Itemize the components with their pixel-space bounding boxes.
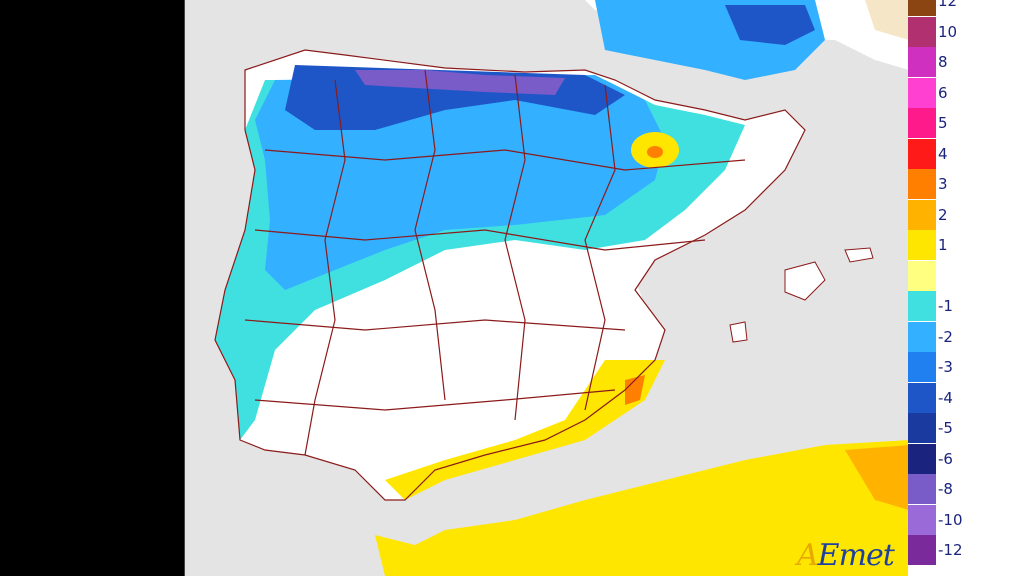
africa-orange	[845, 445, 909, 510]
legend-swatch	[908, 535, 936, 565]
legend-swatch	[908, 291, 936, 321]
legend-label: -6	[938, 449, 953, 468]
legend-label: -4	[938, 388, 953, 407]
legend-row: 10	[908, 16, 1024, 47]
legend-label: 3	[938, 175, 948, 193]
legend-row: -3	[908, 352, 1024, 382]
legend-row: -4	[908, 382, 1024, 413]
legend-swatch	[908, 443, 936, 474]
legend-swatch	[908, 77, 936, 108]
legend-label: -3	[938, 358, 953, 376]
legend-swatch	[908, 504, 936, 535]
legend-swatch	[908, 138, 936, 169]
legend-swatch	[908, 47, 936, 77]
legend-label: -8	[938, 480, 953, 498]
africa-land	[375, 440, 909, 576]
yellow-coast-zone	[385, 360, 665, 500]
legend-label: 10	[938, 22, 958, 41]
province-borders	[214, 49, 806, 501]
legend-row: -6	[908, 443, 1024, 474]
legend-label: -5	[938, 419, 953, 437]
legend-swatch	[908, 199, 936, 230]
aemet-logo: AEmet	[797, 538, 895, 573]
legend-swatch	[908, 474, 936, 504]
legend-label: -10	[938, 510, 963, 529]
legend-swatch	[908, 230, 936, 260]
map-frame: AEmet	[184, 0, 909, 576]
legend-swatch	[908, 321, 936, 352]
orange-murcia-zone	[625, 375, 645, 405]
legend-row: -1	[908, 291, 1024, 321]
legend-row: 3	[908, 169, 1024, 199]
temperature-change-map	[214, 0, 909, 576]
legend-swatch	[908, 108, 936, 138]
aragon-hot-spot	[647, 146, 663, 158]
legend-swatch	[908, 260, 936, 291]
france-corner-tan	[865, 0, 909, 40]
legend-label: 6	[938, 83, 948, 102]
legend-row: 5	[908, 108, 1024, 138]
legend-label: -2	[938, 327, 953, 346]
menorca	[844, 247, 874, 263]
legend-swatch	[908, 169, 936, 199]
biscay-dark-zone	[725, 5, 815, 45]
color-scale-legend: 12 10 8 6 5 4 3 2 1 -1 -2 -3 -4 -5 -6 -8 -10 -12	[908, 0, 1024, 576]
ibiza	[729, 321, 748, 343]
legend-row: 8	[908, 47, 1024, 77]
legend-swatch	[908, 382, 936, 413]
purple-zone	[355, 70, 565, 95]
legend-label: 12	[938, 0, 958, 10]
legend-swatch	[908, 413, 936, 443]
legend-row	[908, 260, 1024, 291]
legend-swatch	[908, 352, 936, 382]
legend-row: -2	[908, 321, 1024, 352]
legend-label: -1	[938, 297, 953, 315]
legend-row: 1	[908, 230, 1024, 260]
legend-label: 4	[938, 144, 948, 163]
legend-swatch	[908, 0, 936, 16]
legend-row: 12	[908, 0, 1024, 16]
legend-row: -12	[908, 535, 1024, 565]
legend-row: 4	[908, 138, 1024, 169]
legend-row: -5	[908, 413, 1024, 443]
legend-row: -10	[908, 504, 1024, 535]
legend-swatch	[908, 16, 936, 47]
legend-row: 2	[908, 199, 1024, 230]
mallorca	[784, 261, 826, 301]
legend-row: 6	[908, 77, 1024, 108]
legend-label: 5	[938, 114, 948, 132]
legend-label: 8	[938, 53, 948, 71]
legend-label: 2	[938, 205, 948, 224]
legend-label: -12	[938, 541, 963, 559]
legend-label: 1	[938, 236, 948, 254]
legend-row: -8	[908, 474, 1024, 504]
